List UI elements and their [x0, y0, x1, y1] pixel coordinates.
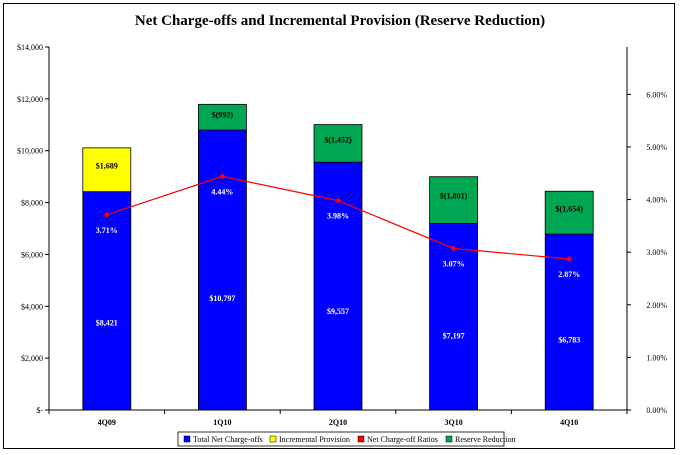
line-point: [450, 245, 457, 252]
y-left-tick-label: $12,000: [17, 95, 43, 104]
x-tick-label: 2Q10: [329, 418, 347, 427]
data-label: $10,797: [209, 294, 235, 303]
y-right-tick-label: 6.00%: [646, 90, 667, 99]
y-left-tick-label: $4,000: [21, 302, 43, 311]
bar-segment: [82, 147, 132, 193]
y-right-tick-label: 3.00%: [646, 248, 667, 257]
data-label: $(1,654): [556, 204, 584, 213]
bar-segment: [313, 124, 363, 163]
bar-segment: [429, 176, 479, 224]
plot-area: $- $2,000 $4,000 $6,000 $8,000 $10,000 $12,000…: [17, 43, 667, 427]
data-label: $7,197: [443, 331, 465, 340]
y-left-tick-label: $8,000: [21, 199, 43, 208]
line-point: [219, 173, 226, 180]
data-label: $9,557: [327, 307, 349, 316]
data-label: $(1,452): [324, 136, 352, 145]
x-tick-label: 4Q09: [98, 418, 116, 427]
x-tick-label: 1Q10: [213, 418, 231, 427]
y-left-tick-label: $6,000: [21, 250, 43, 259]
data-label: $(1,801): [440, 191, 468, 200]
legend-label: Incremental Provision: [279, 435, 350, 444]
line-point: [566, 256, 573, 263]
line-data-label: 3.07%: [443, 259, 465, 268]
bar-segment: [197, 103, 247, 131]
data-label: $1,689: [96, 161, 118, 170]
y-right-tick-label: 5.00%: [646, 143, 667, 152]
line-data-label: 2.87%: [558, 270, 580, 279]
x-tick-label: 3Q10: [444, 418, 462, 427]
y-left-tick-label: $10,000: [17, 147, 43, 156]
y-right-tick-label: 4.00%: [646, 196, 667, 205]
line-point: [103, 211, 110, 218]
line-data-label: 3.71%: [96, 226, 118, 235]
y-left-tick-label: $-: [36, 406, 43, 415]
legend-label: Reserve Reduction: [455, 435, 516, 444]
y-right-tick-label: 1.00%: [646, 353, 667, 362]
x-tick-label: 4Q10: [560, 418, 578, 427]
y-left-tick-label: $2,000: [21, 354, 43, 363]
y-left-tick-label: $14,000: [17, 43, 43, 52]
legend-label: Net Charge-off Ratios: [367, 435, 438, 444]
y-right-tick-label: 2.00%: [646, 301, 667, 310]
legend-box: [177, 431, 505, 447]
bar-segment: [197, 129, 247, 411]
legend-swatch: [269, 435, 277, 443]
line-data-label: 3.98%: [327, 212, 349, 221]
bar-segment: [544, 233, 594, 411]
bar-segment: [544, 190, 594, 235]
legend: Total Net Charge-offs Incremental Provisi…: [177, 431, 516, 447]
line-data-label: 4.44%: [211, 187, 233, 196]
legend-swatch: [445, 435, 453, 443]
legend-label: Total Net Charge-offs: [193, 435, 263, 444]
legend-swatch: [357, 435, 365, 443]
legend-swatch: [183, 435, 191, 443]
chart-title: Net Charge-offs and Incremental Provisio…: [135, 13, 545, 29]
line-point: [335, 197, 341, 204]
bar-segment: [82, 191, 132, 411]
y-right-tick-label: 0.00%: [646, 406, 667, 415]
data-label: $(992): [212, 111, 234, 120]
data-label: $8,421: [96, 319, 118, 328]
data-label: $6,783: [558, 336, 580, 345]
